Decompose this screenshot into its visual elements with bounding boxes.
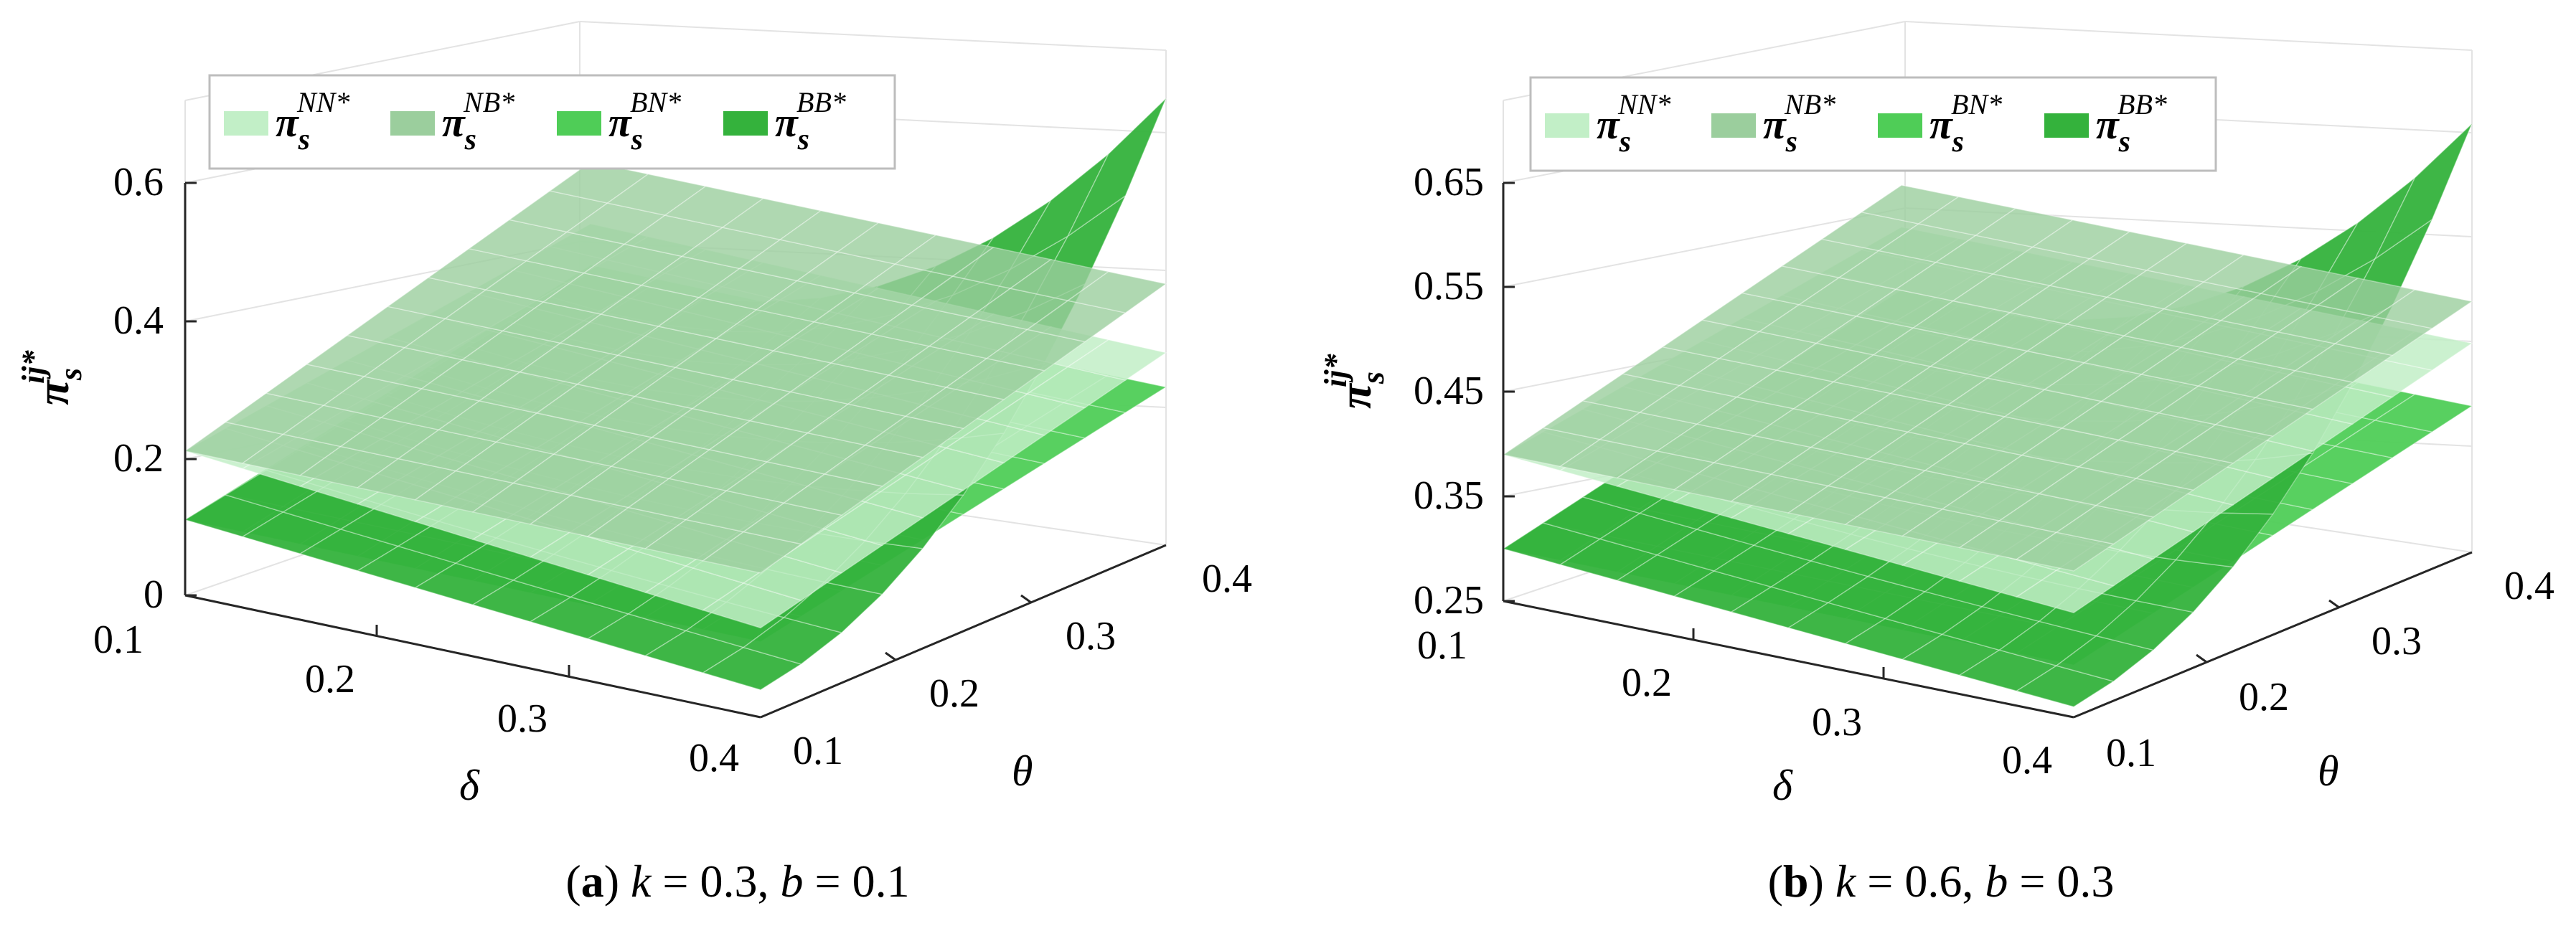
legend-entry: πsNN*: [224, 86, 349, 156]
legend-label: πsNN*: [276, 86, 349, 156]
x-tick-a-3: 0.4: [689, 736, 739, 780]
x-tick-b-2: 0.3: [1812, 700, 1862, 745]
legend-entry: πsBB*: [723, 86, 846, 156]
surface-nb: [1502, 184, 2473, 572]
legend-entry: πsNB*: [390, 86, 514, 156]
y-axis-label-a: θ: [1012, 747, 1033, 795]
legend-label: πsBN*: [1929, 88, 2002, 159]
legend-entry: πsNN*: [1545, 88, 1670, 159]
y-tick-b-1: 0.2: [2239, 675, 2289, 719]
y-axis-label-b: θ: [2318, 747, 2338, 795]
legend-label: πsBB*: [2096, 88, 2167, 159]
axes-a: [184, 181, 1167, 719]
legend-label: πsNN*: [1597, 88, 1670, 159]
z-tick-a-0: 0: [144, 572, 164, 617]
x-tick-a-1: 0.2: [305, 657, 355, 701]
x-tick-b-0: 0.1: [1417, 623, 1467, 668]
z-tick-b-4: 0.65: [1414, 160, 1484, 204]
y-axis-line: [2073, 551, 2473, 719]
panel-a: 0.6 0.4 0.2 0 0.1 0.2 0.3 0.4 0.1 0.2 0.…: [16, 21, 1252, 907]
z-tick-b-2: 0.45: [1414, 369, 1484, 413]
x-tick-b-1: 0.2: [1622, 661, 1672, 705]
z-axis-label-a: πsij*: [16, 349, 88, 405]
x-tick-b-3: 0.4: [2002, 738, 2052, 783]
y-tick-b-0: 0.1: [2106, 731, 2156, 775]
legend-a: πsNN* πsNB* πsBN* πsBB*: [208, 74, 896, 170]
caption-a: (a) k = 0.3, b = 0.1: [565, 856, 909, 907]
x-tick-a-0: 0.1: [93, 618, 144, 662]
z-tick-a-3: 0.6: [113, 160, 164, 204]
z-axis-label-b: πsij*: [1318, 353, 1391, 409]
x-axis-label-b: δ: [1772, 762, 1793, 809]
y-tick-b-3: 0.4: [2504, 564, 2554, 608]
legend-swatch: [1545, 113, 1589, 138]
axes-b: [1502, 181, 2473, 719]
x-axis-line: [1503, 600, 2074, 719]
y-tick-a-1: 0.2: [929, 671, 979, 716]
legend-entry: πsBN*: [557, 86, 681, 156]
y-tick-a-2: 0.3: [1066, 614, 1116, 658]
legend-swatch: [1711, 113, 1756, 138]
legend-swatch: [2044, 113, 2089, 138]
z-tick-a-2: 0.4: [113, 298, 164, 343]
surface-nb: [184, 161, 1167, 574]
legend-b: πsNN* πsNB* πsBN* πsBB*: [1529, 76, 2217, 172]
legend-swatch: [224, 111, 268, 136]
z-tick-b-1: 0.35: [1414, 473, 1484, 518]
legend-label: πsBN*: [608, 86, 681, 156]
legend-entry: πsBB*: [2044, 88, 2167, 159]
legend-swatch: [557, 111, 601, 136]
y-tick-b-2: 0.3: [2371, 619, 2422, 663]
x-tick-a-2: 0.3: [497, 696, 547, 741]
panel-b: 0.65 0.55 0.45 0.35 0.25 0.1 0.2 0.3 0.4…: [1318, 21, 2554, 907]
y-tick-a-3: 0.4: [1202, 557, 1252, 601]
y-axis-line: [760, 544, 1167, 719]
legend-swatch: [723, 111, 768, 136]
z-tick-b-0: 0.25: [1414, 578, 1484, 623]
legend-label: πsNB*: [1763, 88, 1835, 159]
legend-entry: πsNB*: [1711, 88, 1835, 159]
z-tick-a-1: 0.2: [113, 436, 164, 481]
caption-b: (b) k = 0.6, b = 0.3: [1768, 856, 2115, 907]
z-tick-b-3: 0.55: [1414, 264, 1484, 308]
y-tick-a-0: 0.1: [793, 729, 843, 773]
legend-swatch: [390, 111, 435, 136]
surfaces-a: [184, 98, 1167, 691]
legend-label: πsNB*: [442, 86, 514, 156]
surfaces-b: [1502, 123, 2473, 708]
x-axis-line: [184, 594, 761, 719]
x-axis-label-a: δ: [459, 762, 480, 809]
legend-swatch: [1878, 113, 1922, 138]
legend-entry: πsBN*: [1878, 88, 2002, 159]
legend-label: πsBB*: [775, 86, 846, 156]
